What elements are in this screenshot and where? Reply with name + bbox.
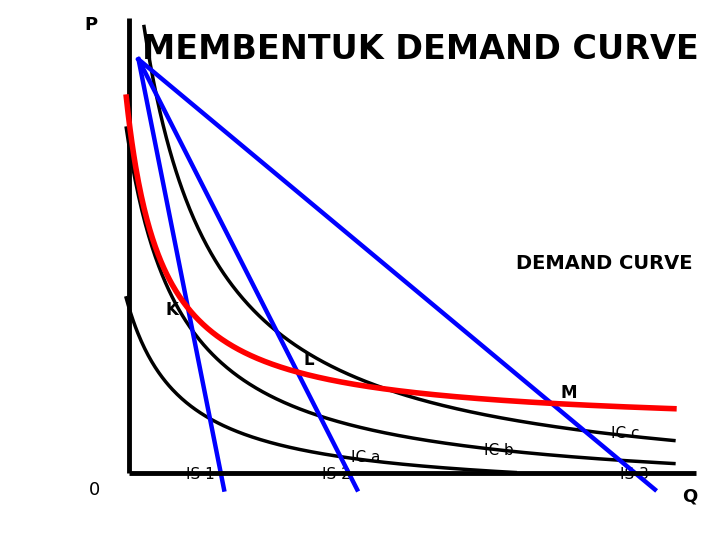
- Text: IS 2: IS 2: [322, 467, 351, 482]
- Text: P: P: [84, 16, 98, 35]
- Text: IS 1: IS 1: [186, 467, 215, 482]
- Text: IC b: IC b: [484, 443, 513, 458]
- Text: IS 3: IS 3: [620, 467, 649, 482]
- Text: Q: Q: [682, 488, 698, 506]
- Text: L: L: [304, 351, 315, 369]
- Text: M: M: [561, 384, 577, 402]
- Text: K: K: [166, 301, 179, 319]
- Text: MEMBENTUK DEMAND CURVE: MEMBENTUK DEMAND CURVE: [142, 32, 699, 66]
- Text: IC a: IC a: [351, 450, 380, 465]
- Text: 0: 0: [89, 481, 100, 498]
- Text: IC c: IC c: [611, 426, 639, 441]
- Text: DEMAND CURVE: DEMAND CURVE: [516, 254, 692, 273]
